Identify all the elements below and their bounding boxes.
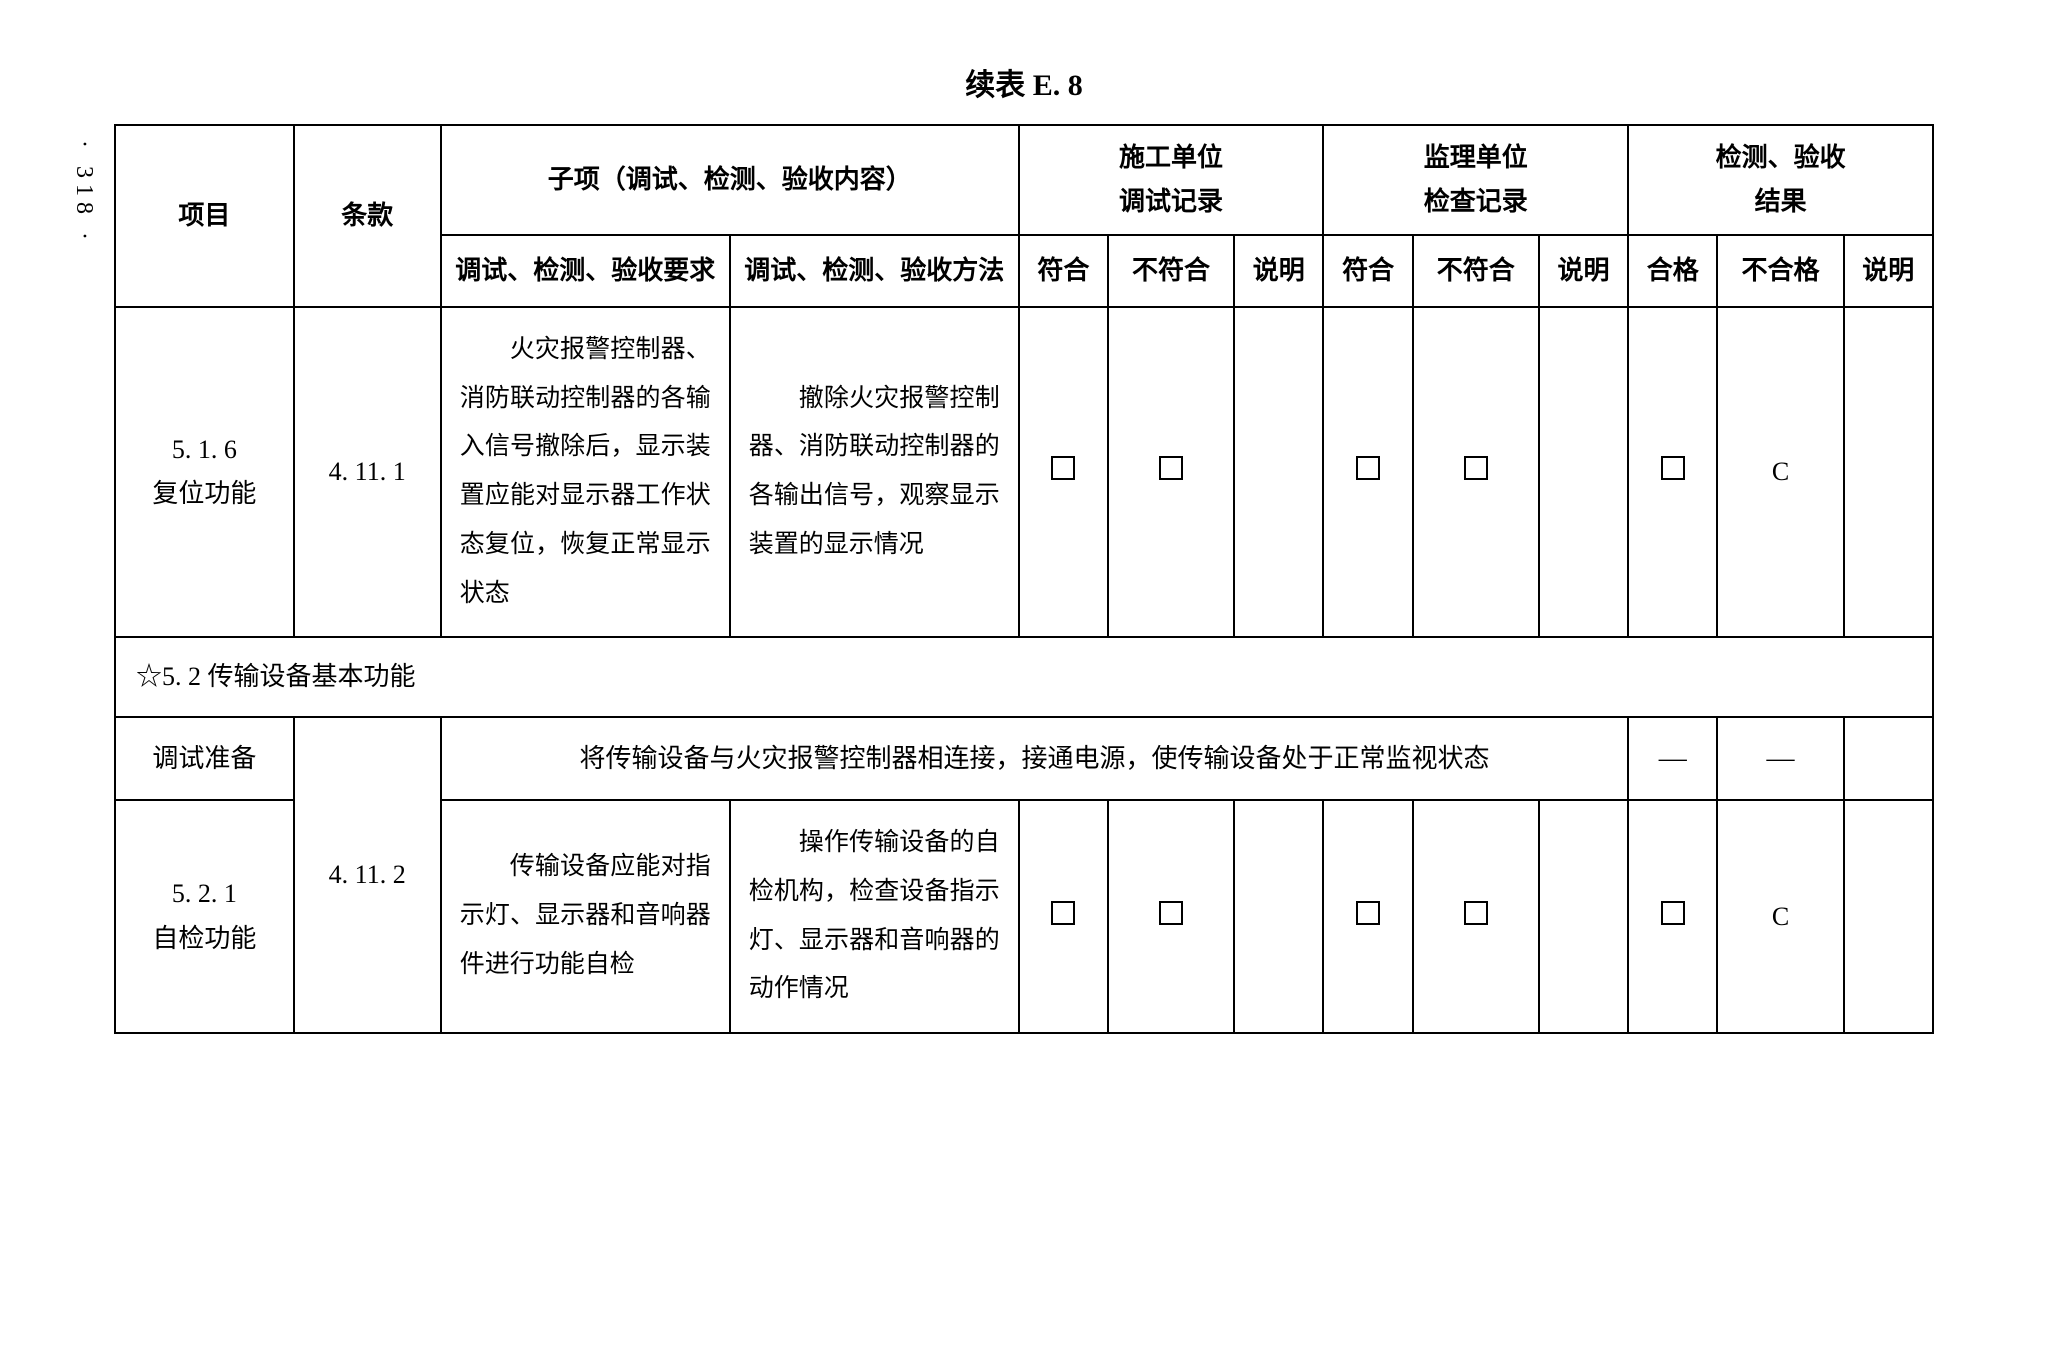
table-title: 续表 E. 8 — [40, 60, 2008, 104]
prep-text: 将传输设备与火灾报警控制器相连接，接通电源，使传输设备处于正常监视状态 — [441, 717, 1628, 800]
header-method: 调试、检测、验收方法 — [730, 235, 1019, 306]
cell-check — [1323, 800, 1412, 1033]
header-subitem: 子项（调试、检测、验收内容） — [441, 125, 1019, 235]
cell-desc — [1234, 800, 1323, 1033]
checkbox-icon — [1051, 901, 1075, 925]
prep-row: 调试准备 4. 11. 2 将传输设备与火灾报警控制器相连接，接通电源，使传输设… — [115, 717, 1933, 800]
cell-requirement: 火灾报警控制器、消防联动控制器的各输入信号撤除后，显示装置应能对显示器工作状态复… — [441, 307, 730, 638]
cell-check — [1108, 800, 1234, 1033]
cell-clause: 4. 11. 1 — [294, 307, 441, 638]
page-wrapper: · 318 · 续表 E. 8 项目 条款 子项（调试、检测、验收内容） 施工单… — [40, 60, 2008, 1310]
header-desc-2: 说明 — [1539, 235, 1628, 306]
cell-project: 5. 1. 6 复位功能 — [115, 307, 294, 638]
cell-desc — [1844, 800, 1933, 1033]
checkbox-icon — [1464, 456, 1488, 480]
checkbox-icon — [1464, 901, 1488, 925]
cell-requirement: 传输设备应能对指示灯、显示器和音响器件进行功能自检 — [441, 800, 730, 1033]
cell-fail-value: C — [1717, 307, 1843, 638]
checkbox-icon — [1661, 456, 1685, 480]
project-num: 5. 1. 6 — [124, 428, 285, 472]
header-desc-1: 说明 — [1234, 235, 1323, 306]
header-nonconform-2: 不符合 — [1413, 235, 1539, 306]
header-pass: 合格 — [1628, 235, 1717, 306]
cell-desc — [1844, 307, 1933, 638]
checkbox-icon — [1356, 901, 1380, 925]
cell-fail-value: C — [1717, 800, 1843, 1033]
header-supervision: 监理单位检查记录 — [1323, 125, 1628, 235]
cell-check — [1019, 800, 1108, 1033]
header-project: 项目 — [115, 125, 294, 307]
project-num: 5. 2. 1 — [124, 872, 285, 916]
cell-desc — [1234, 307, 1323, 638]
checkbox-icon — [1356, 456, 1380, 480]
checkbox-icon — [1051, 456, 1075, 480]
checkbox-icon — [1159, 456, 1183, 480]
cell-desc — [1844, 717, 1933, 800]
project-name: 自检功能 — [124, 917, 285, 961]
dash-cell: — — [1628, 717, 1717, 800]
cell-check — [1323, 307, 1412, 638]
header-fail: 不合格 — [1717, 235, 1843, 306]
cell-desc — [1539, 307, 1628, 638]
cell-check — [1628, 307, 1717, 638]
header-row-1: 项目 条款 子项（调试、检测、验收内容） 施工单位调试记录 监理单位检查记录 检… — [115, 125, 1933, 235]
dash-cell: — — [1717, 717, 1843, 800]
checkbox-icon — [1661, 901, 1685, 925]
cell-method: 操作传输设备的自检机构，检查设备指示灯、显示器和音响器的动作情况 — [730, 800, 1019, 1033]
cell-method: 撤除火灾报警控制器、消防联动控制器的各输出信号，观察显示装置的显示情况 — [730, 307, 1019, 638]
header-desc-3: 说明 — [1844, 235, 1933, 306]
cell-check — [1108, 307, 1234, 638]
page-number: · 318 · — [70, 140, 97, 246]
cell-check — [1019, 307, 1108, 638]
cell-project: 5. 2. 1 自检功能 — [115, 800, 294, 1033]
header-result: 检测、验收结果 — [1628, 125, 1933, 235]
prep-label: 调试准备 — [115, 717, 294, 800]
checkbox-icon — [1159, 901, 1183, 925]
section-header-text: ☆5. 2 传输设备基本功能 — [115, 637, 1933, 716]
header-req: 调试、检测、验收要求 — [441, 235, 730, 306]
header-conform-2: 符合 — [1323, 235, 1412, 306]
cell-check — [1413, 800, 1539, 1033]
cell-desc — [1539, 800, 1628, 1033]
header-clause: 条款 — [294, 125, 441, 307]
header-conform-1: 符合 — [1019, 235, 1108, 306]
header-nonconform-1: 不符合 — [1108, 235, 1234, 306]
table-row: 5. 1. 6 复位功能 4. 11. 1 火灾报警控制器、消防联动控制器的各输… — [115, 307, 1933, 638]
main-table: 项目 条款 子项（调试、检测、验收内容） 施工单位调试记录 监理单位检查记录 检… — [114, 124, 1934, 1034]
cell-clause: 4. 11. 2 — [294, 717, 441, 1033]
header-construction: 施工单位调试记录 — [1019, 125, 1324, 235]
cell-check — [1413, 307, 1539, 638]
section-header-row: ☆5. 2 传输设备基本功能 — [115, 637, 1933, 716]
project-name: 复位功能 — [124, 472, 285, 516]
cell-check — [1628, 800, 1717, 1033]
